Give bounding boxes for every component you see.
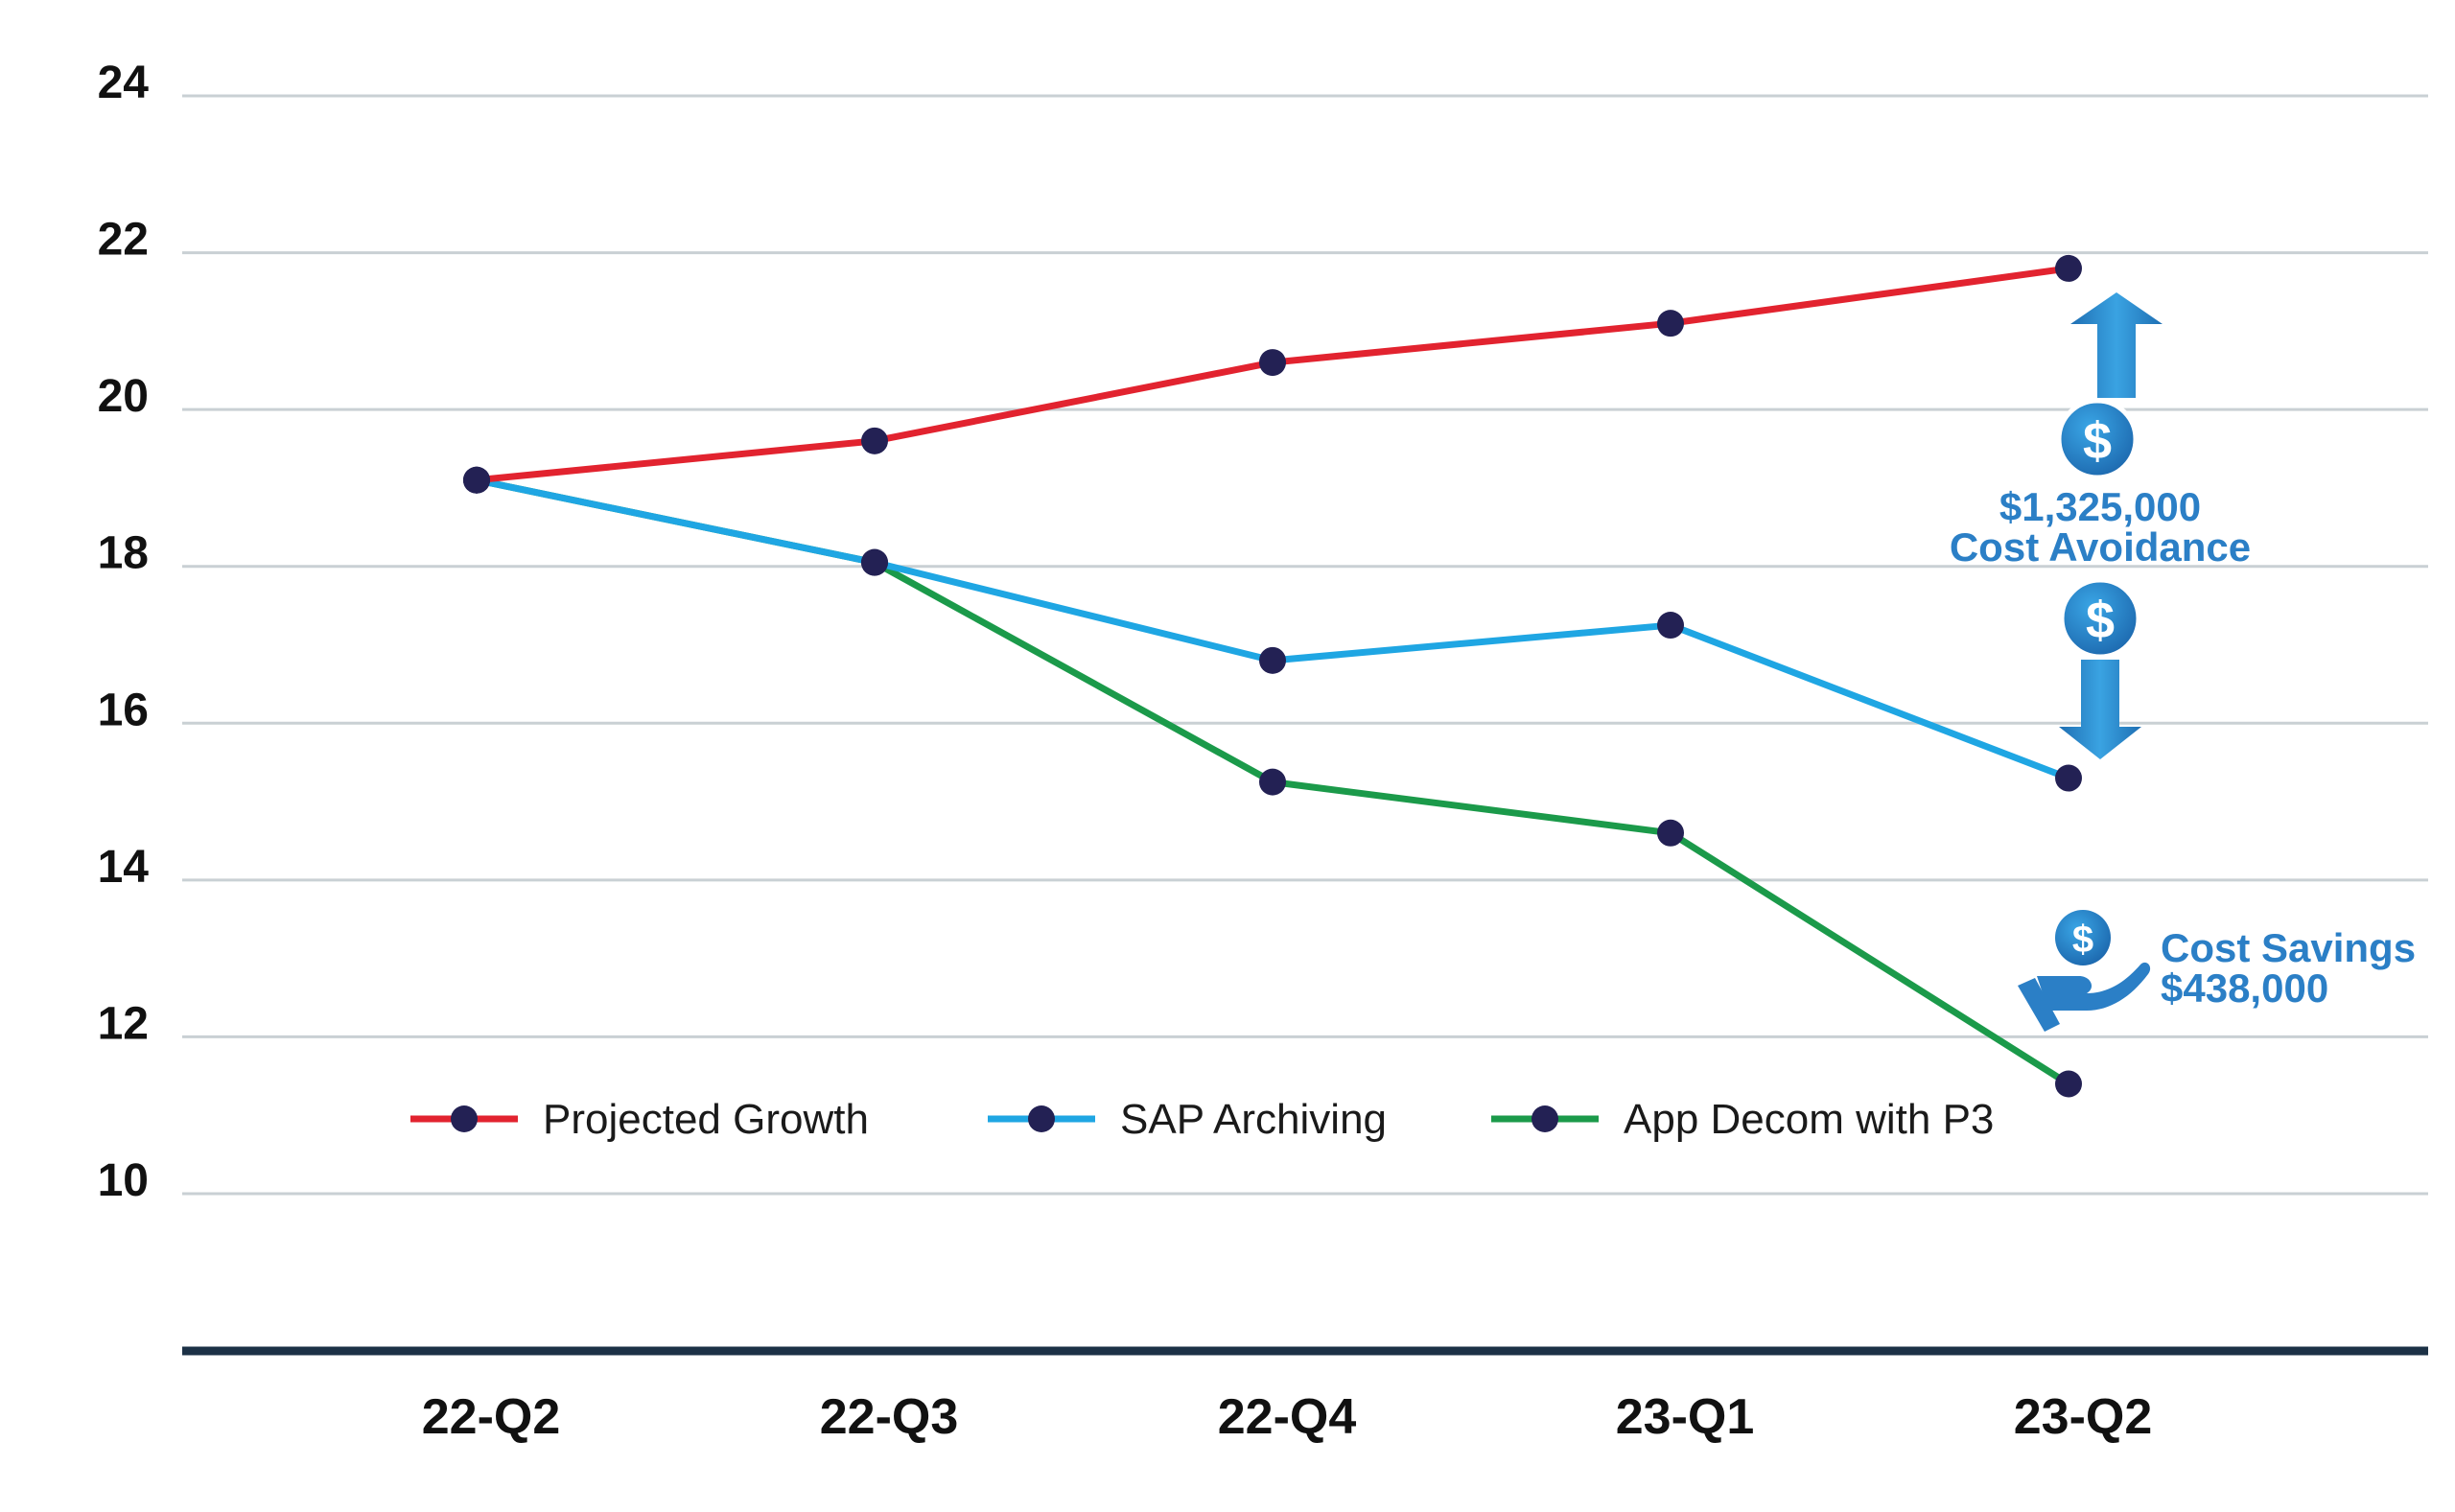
legend-item-app-decom: App Decom with P3 <box>1491 1096 1994 1143</box>
marker-app-decom-23-Q2 <box>2055 1070 2082 1098</box>
cost-avoidance-label: Cost Avoidance <box>1950 524 2251 570</box>
legend-marker-sap-archiving <box>1028 1105 1055 1132</box>
y-tick-label-10: 10 <box>98 1155 149 1206</box>
up-arrow-icon <box>2070 292 2163 398</box>
svg-text:$: $ <box>2083 412 2112 470</box>
marker-projected-growth-22-Q3 <box>861 427 888 454</box>
marker-sap-archiving-23-Q1 <box>1657 612 1684 640</box>
marker-sap-archiving-23-Q2 <box>2055 764 2082 792</box>
series-line-sap-archiving <box>473 477 2072 782</box>
x-tick-label-23-Q2: 23-Q2 <box>2014 1389 2153 1445</box>
marker-projected-growth-23-Q1 <box>1657 310 1684 337</box>
legend: Projected Growth SAP Archiving App Decom… <box>410 1096 1994 1143</box>
y-tick-label-18: 18 <box>98 528 149 579</box>
series-lines <box>473 265 2072 1087</box>
marker-app-decom-22-Q4 <box>1259 768 1286 796</box>
y-tick-label-14: 14 <box>98 842 150 893</box>
legend-label-projected-growth: Projected Growth <box>543 1096 869 1143</box>
y-tick-label-20: 20 <box>98 371 149 422</box>
svg-text:$: $ <box>2072 919 2093 961</box>
y-axis-ticks: 10 12 14 16 18 20 22 24 <box>98 58 150 1206</box>
legend-marker-projected-growth <box>451 1105 478 1132</box>
legend-item-projected-growth: Projected Growth <box>410 1096 869 1143</box>
dollar-coin-icon: $ <box>2056 398 2139 480</box>
cost-savings-annotation: $ Cost Savings $438,000 <box>2018 910 2416 1032</box>
legend-label-sap-archiving: SAP Archiving <box>1120 1096 1387 1143</box>
marker-projected-growth-22-Q4 <box>1259 349 1286 377</box>
x-tick-label-23-Q1: 23-Q1 <box>1616 1389 1755 1445</box>
marker-projected-growth-23-Q2 <box>2055 254 2082 282</box>
series-markers <box>463 254 2082 1098</box>
marker-app-decom-22-Q3 <box>861 548 888 576</box>
marker-app-decom-22-Q2 <box>463 466 490 494</box>
marker-sap-archiving-22-Q4 <box>1259 646 1286 674</box>
y-tick-label-24: 24 <box>98 58 150 108</box>
legend-marker-app-decom <box>1531 1105 1558 1132</box>
cost-savings-label: Cost Savings <box>2161 925 2416 970</box>
legend-item-sap-archiving: SAP Archiving <box>988 1096 1387 1143</box>
svg-text:$: $ <box>2086 592 2115 649</box>
y-tick-label-22: 22 <box>98 215 149 266</box>
x-tick-label-22-Q4: 22-Q4 <box>1218 1389 1357 1445</box>
cost-avoidance-annotation: $ $1,325,000 Cost Avoidance $ <box>1950 292 2251 759</box>
marker-app-decom-23-Q1 <box>1657 819 1684 847</box>
y-tick-label-16: 16 <box>98 685 149 735</box>
cost-avoidance-amount: $1,325,000 <box>1999 484 2201 529</box>
cost-savings-amount: $438,000 <box>2161 965 2328 1011</box>
dollar-coin-icon: $ <box>2059 577 2141 660</box>
down-arrow-icon <box>2059 660 2141 759</box>
x-tick-label-22-Q2: 22-Q2 <box>422 1389 561 1445</box>
x-axis-ticks: 22-Q2 22-Q3 22-Q4 23-Q1 23-Q2 <box>422 1389 2153 1445</box>
x-tick-label-22-Q3: 22-Q3 <box>820 1389 959 1445</box>
y-tick-label-12: 12 <box>98 998 149 1049</box>
gridlines <box>182 94 2428 1196</box>
hand-coin-icon: $ <box>2018 910 2151 1032</box>
legend-label-app-decom: App Decom with P3 <box>1624 1096 1994 1143</box>
